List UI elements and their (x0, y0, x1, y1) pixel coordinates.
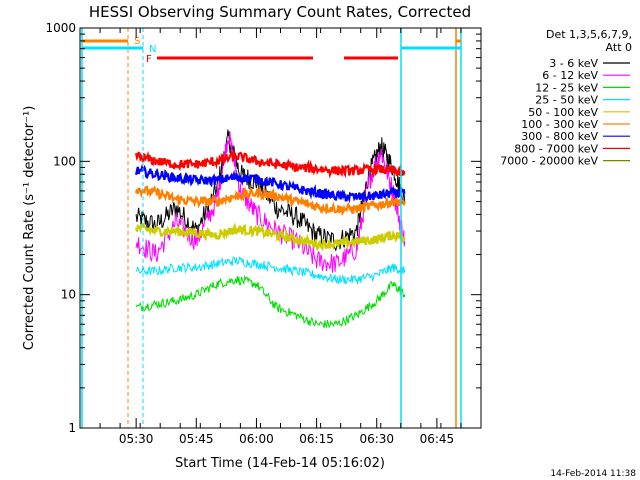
legend-label-6: 100 - 300 keV (521, 118, 598, 131)
chart-title: HESSI Observing Summary Count Rates, Cor… (89, 3, 471, 21)
x-tick-label: 05:30 (119, 432, 154, 446)
series-line-7 (135, 163, 406, 204)
legend-label-2: 6 - 12 keV (542, 69, 598, 82)
series-line-8 (135, 149, 406, 179)
series-line-5 (135, 222, 406, 252)
legend-label-7: 300 - 800 keV (521, 130, 598, 143)
x-tick-label: 06:15 (299, 432, 334, 446)
axis-layer: 1 10 100 1000 05:30 05:45 06:00 06:15 06:30 06:45 (45, 21, 482, 446)
legend-label-4: 25 - 50 keV (535, 94, 598, 107)
series-line-4 (135, 256, 406, 285)
series-line-3 (135, 274, 406, 329)
y-axis-label: Corrected Count Rate (s⁻¹ detector⁻¹) (22, 106, 37, 351)
x-axis-label: Start Time (14-Feb-14 05:16:02) (175, 456, 385, 471)
legend-header-1: Det 1,3,5,6,7,9, (546, 28, 632, 41)
series-layer (135, 129, 406, 329)
x-tick-label: 06:30 (359, 432, 394, 446)
y-tick-label: 10 (61, 288, 76, 302)
x-tick-label: 06:00 (239, 432, 274, 446)
legend-label-3: 12 - 25 keV (535, 81, 598, 94)
timestamp: 14-Feb-2014 11:38 (550, 469, 636, 479)
legend-label-8: 800 - 7000 keV (514, 142, 598, 155)
flag-label-F: F (146, 54, 152, 65)
flag-layer: SNF (81, 28, 462, 428)
y-tick-label: 1000 (45, 21, 76, 35)
legend-label-9: 7000 - 20000 keV (500, 155, 598, 168)
series-line-1 (135, 129, 406, 252)
legend-header-2: Att 0 (606, 41, 632, 54)
y-tick-label: 1 (68, 421, 76, 435)
flag-label-S: S (134, 36, 140, 47)
flag-label-N: N (149, 44, 156, 55)
x-tick-label: 06:45 (420, 432, 455, 446)
legend-label-5: 50 - 100 keV (528, 106, 598, 119)
x-tick-label: 05:45 (179, 432, 214, 446)
y-tick-label: 100 (53, 154, 76, 168)
series-line-6 (135, 185, 406, 217)
legend-label-1: 3 - 6 keV (549, 57, 598, 70)
